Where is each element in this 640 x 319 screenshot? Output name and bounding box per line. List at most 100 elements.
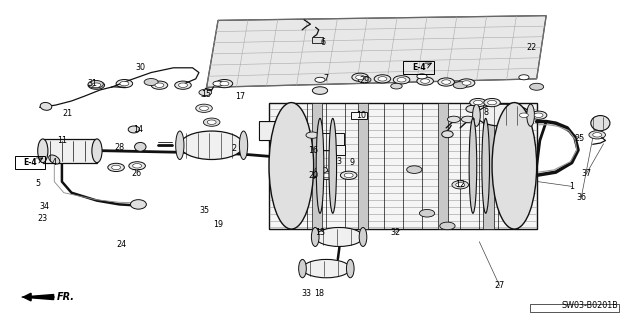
Circle shape [420, 79, 429, 83]
Text: 20: 20 [308, 171, 319, 180]
Text: 25: 25 [575, 134, 585, 144]
Text: 21: 21 [62, 109, 72, 118]
Ellipse shape [346, 259, 354, 278]
Circle shape [417, 74, 427, 79]
Circle shape [120, 81, 129, 86]
Text: 2: 2 [232, 144, 237, 153]
Circle shape [129, 162, 145, 170]
Ellipse shape [482, 118, 490, 213]
Text: 23: 23 [38, 213, 48, 222]
Ellipse shape [492, 103, 537, 229]
Bar [43, 139, 97, 163]
Ellipse shape [469, 118, 477, 213]
Ellipse shape [316, 118, 324, 213]
Text: SW03-B0201B: SW03-B0201B [561, 301, 618, 310]
FancyArrowPatch shape [24, 294, 54, 300]
Circle shape [213, 81, 223, 86]
Ellipse shape [40, 102, 52, 110]
Ellipse shape [527, 104, 534, 126]
Circle shape [108, 163, 124, 172]
Circle shape [356, 75, 365, 79]
Circle shape [352, 73, 369, 81]
Circle shape [358, 77, 371, 83]
Text: 8: 8 [483, 108, 488, 116]
Ellipse shape [312, 227, 319, 247]
Circle shape [306, 132, 319, 138]
Circle shape [344, 173, 353, 178]
Circle shape [340, 171, 357, 179]
Text: 26: 26 [131, 169, 141, 178]
Bar [438, 103, 448, 229]
Circle shape [315, 77, 325, 82]
Bar [320, 133, 344, 150]
Circle shape [397, 78, 406, 82]
Bar [269, 103, 537, 229]
Ellipse shape [49, 155, 60, 164]
Text: 33: 33 [301, 289, 311, 298]
Bar [483, 103, 493, 229]
Text: 31: 31 [88, 79, 97, 88]
Circle shape [589, 131, 605, 139]
Polygon shape [22, 294, 54, 300]
Circle shape [474, 100, 483, 105]
Text: 7: 7 [324, 74, 329, 83]
Text: 11: 11 [57, 136, 67, 145]
Bar [312, 37, 323, 43]
Ellipse shape [269, 103, 314, 229]
Ellipse shape [92, 139, 102, 163]
Text: 29: 29 [360, 76, 370, 85]
Circle shape [312, 87, 328, 94]
Circle shape [456, 182, 465, 187]
Text: 18: 18 [314, 289, 324, 298]
Polygon shape [207, 16, 546, 87]
Ellipse shape [303, 259, 350, 278]
Ellipse shape [476, 104, 531, 126]
Circle shape [484, 99, 500, 107]
Circle shape [452, 181, 468, 189]
Circle shape [155, 83, 164, 87]
Circle shape [519, 75, 529, 80]
Text: 32: 32 [390, 228, 400, 237]
Circle shape [520, 113, 529, 117]
Text: 28: 28 [114, 143, 124, 152]
Text: 6: 6 [321, 38, 326, 47]
Circle shape [534, 113, 543, 117]
Text: 37: 37 [581, 169, 591, 178]
Bar [358, 103, 368, 229]
Bar [312, 103, 323, 229]
Ellipse shape [134, 142, 146, 151]
Bar [531, 304, 620, 312]
Circle shape [151, 81, 168, 89]
Text: 1: 1 [569, 182, 574, 191]
Circle shape [378, 77, 387, 81]
Circle shape [470, 99, 486, 107]
Text: E-4: E-4 [412, 63, 426, 72]
Text: E-4: E-4 [23, 158, 37, 167]
Circle shape [200, 106, 209, 110]
Circle shape [196, 104, 212, 112]
Text: FR.: FR. [57, 292, 75, 302]
Bar [330, 145, 346, 155]
Circle shape [462, 81, 471, 85]
Text: 4: 4 [52, 158, 57, 167]
Ellipse shape [38, 139, 48, 163]
Circle shape [453, 82, 467, 89]
Circle shape [318, 171, 335, 179]
Text: 17: 17 [236, 92, 245, 101]
Circle shape [530, 83, 543, 90]
Circle shape [207, 120, 216, 124]
Circle shape [442, 80, 451, 84]
Circle shape [144, 78, 158, 85]
Ellipse shape [466, 105, 477, 112]
Circle shape [438, 78, 454, 86]
Circle shape [179, 83, 188, 87]
Ellipse shape [282, 156, 294, 163]
Ellipse shape [131, 200, 147, 209]
Circle shape [88, 81, 104, 89]
Text: 15: 15 [202, 90, 212, 99]
Circle shape [92, 83, 100, 87]
Ellipse shape [591, 115, 610, 131]
Text: 5: 5 [36, 179, 41, 188]
Circle shape [175, 81, 191, 89]
Circle shape [216, 79, 233, 88]
